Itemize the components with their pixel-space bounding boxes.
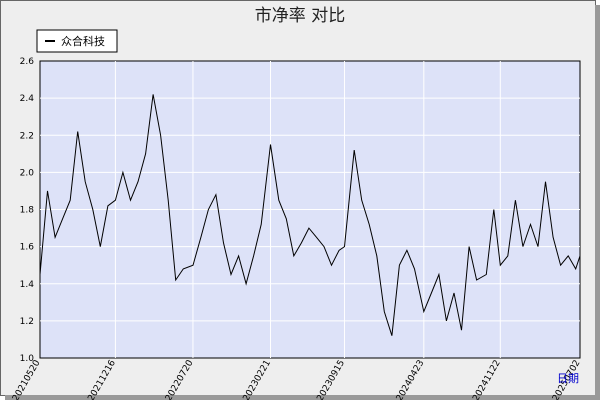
legend-box [36, 29, 118, 53]
y-tick-label: 2.4 [20, 94, 35, 104]
x-axis: 20210520 20211216 20220720 20230221 20230915… [11, 358, 583, 400]
legend-label: 众合科技 [61, 34, 105, 48]
x-tick-label: 20241122 [471, 359, 503, 400]
y-tick-label: 2.2 [20, 131, 34, 141]
x-tick-label: 20211216 [86, 358, 118, 400]
x-tick-label: 20220720 [164, 358, 196, 400]
y-tick-label: 1.6 [20, 243, 35, 253]
y-tick-label: 1.0 [20, 354, 35, 364]
x-tick-label: 20230915 [315, 359, 347, 400]
y-axis: 1.0 1.2 1.4 1.6 1.8 2.0 2.2 2.4 2.6 [20, 57, 35, 364]
y-tick-label: 1.2 [20, 317, 34, 327]
y-tick-label: 2.0 [20, 168, 35, 178]
legend: 众合科技 [36, 29, 118, 53]
x-axis-label: 日期 [557, 372, 579, 385]
y-tick-label: 2.6 [20, 57, 35, 67]
x-tick-label: 20230221 [242, 359, 274, 400]
x-tick-label: 20240423 [395, 359, 427, 400]
y-tick-label: 1.4 [20, 280, 35, 290]
frame-shadow-right [595, 5, 600, 400]
frame-shadow-bottom [5, 395, 600, 400]
gridlines [40, 61, 580, 358]
series-line-zhonghe [39, 94, 581, 336]
x-tick-label: 20210520 [11, 358, 43, 400]
chart-title: 市净率 对比 [255, 6, 345, 26]
y-tick-label: 1.8 [20, 206, 35, 216]
